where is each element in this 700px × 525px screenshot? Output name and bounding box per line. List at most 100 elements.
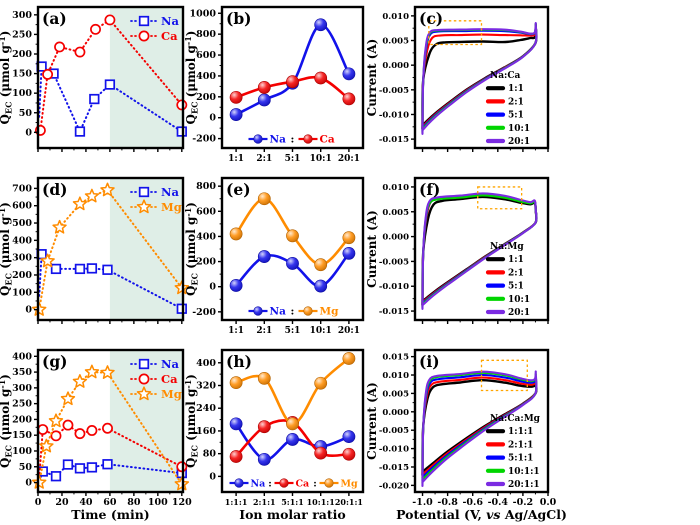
svg-text:0.005: 0.005 (382, 208, 409, 218)
svg-text:50: 50 (19, 462, 33, 473)
svg-text:2:1:1: 2:1:1 (253, 497, 276, 507)
svg-text:600: 600 (12, 201, 32, 212)
svg-text:Na: Na (161, 357, 180, 371)
shade-region (109, 178, 183, 320)
svg-text:120: 120 (172, 497, 192, 508)
svg-text:300: 300 (12, 10, 32, 21)
legend: Na: Mg (248, 306, 339, 318)
series-Mg-markers (31, 182, 190, 316)
svg-text:300: 300 (12, 253, 32, 264)
svg-text:-200: -200 (192, 134, 216, 145)
svg-text:Ca: Ca (161, 372, 178, 386)
svg-text:10:1:1: 10:1:1 (307, 497, 335, 507)
svg-text:0.000: 0.000 (382, 61, 409, 71)
panel-tag: (h) (226, 352, 252, 371)
y-axis-title: QEC (μmol g-1) (183, 374, 199, 468)
svg-text:1:1:1: 1:1:1 (508, 427, 533, 437)
svg-text:-0.015: -0.015 (379, 463, 409, 473)
legend: Na:Ca:Mg 1:1:1 2:1:1 5:1:1 10:1:1 20:1:1 (485, 414, 541, 490)
svg-text:20:1:1: 20:1:1 (335, 497, 363, 507)
svg-text:-0.015: -0.015 (379, 135, 409, 145)
svg-text:600: 600 (196, 206, 216, 217)
highlight-box (480, 359, 528, 392)
svg-text:-200: -200 (192, 307, 216, 318)
svg-text:0.0: 0.0 (540, 497, 557, 508)
svg-text::: : (268, 479, 272, 490)
svg-text:2:1:1: 2:1:1 (508, 440, 533, 450)
svg-text:40: 40 (79, 497, 93, 508)
svg-text:0.000: 0.000 (382, 408, 409, 418)
svg-text:250: 250 (12, 29, 32, 40)
svg-text:2:1: 2:1 (508, 97, 524, 107)
svg-text:20:1: 20:1 (508, 137, 530, 147)
svg-text:5:1: 5:1 (285, 326, 301, 336)
svg-text:0: 0 (25, 478, 32, 489)
svg-text:800: 800 (196, 181, 216, 192)
svg-text:-0.6: -0.6 (462, 497, 483, 508)
svg-text:Mg: Mg (341, 479, 359, 490)
svg-text:320: 320 (196, 381, 216, 392)
panel-tag: (d) (42, 180, 68, 199)
panel-tag: (b) (226, 9, 252, 28)
svg-text:200: 200 (12, 414, 32, 425)
svg-text:Na:Ca:Mg: Na:Ca:Mg (490, 414, 541, 424)
svg-text:5:1:1: 5:1:1 (508, 454, 533, 464)
svg-text:0: 0 (35, 497, 42, 508)
svg-text:350: 350 (12, 367, 32, 378)
svg-text:60: 60 (103, 497, 117, 508)
svg-text:0: 0 (209, 471, 216, 482)
svg-text:20:1: 20:1 (338, 154, 360, 164)
svg-text:20:1: 20:1 (338, 326, 360, 336)
y-axis-title: Current (A) (365, 382, 379, 460)
panel-g: 0 50 100 150 200 250 300 350 400 0 20 40 60 80 100 120 Q… (0, 348, 192, 522)
axes: 0 100 200 300 400 500 600 700 (12, 176, 185, 324)
panel-tag: (g) (42, 352, 68, 371)
svg-text:200: 200 (12, 270, 32, 281)
cv-curve-2:1:1 (421, 376, 538, 479)
svg-text:0: 0 (25, 305, 32, 316)
panel-tag: (c) (419, 9, 443, 28)
svg-text:-0.8: -0.8 (437, 497, 458, 508)
panel-i: 0.015 0.010 0.005 0.000 -0.005 -0.010 -0.015 -0… (365, 348, 567, 522)
series-layer (421, 192, 538, 310)
svg-text:400: 400 (12, 351, 32, 362)
y-axis-title: QEC (μmol g-1) (183, 202, 199, 296)
panel-e: -200 0 200 400 600 800 1:1 2:1 5:1 10:1 20:1 QEC (μ… (183, 176, 365, 336)
svg-text:Na:Mg: Na:Mg (490, 242, 524, 252)
svg-text:5:1: 5:1 (285, 154, 301, 164)
legend: Na:Ca 1:1 2:1 5:1 10:1 20:1 (485, 71, 530, 147)
panel-c: 0.010 0.005 0.000 -0.005 -0.010 -0.015 Current… (365, 5, 550, 152)
svg-text:Na: Na (270, 306, 287, 318)
svg-text:400: 400 (196, 358, 216, 369)
svg-text:5:1: 5:1 (508, 111, 524, 121)
series-Mg-markers (229, 192, 356, 272)
axes: 0 50 100 150 200 250 300 350 400 0 20 40 60 80 100 120 (12, 348, 192, 508)
svg-text:1:1: 1:1 (228, 154, 244, 164)
svg-text:80: 80 (127, 497, 141, 508)
cv-curve-20:1 (421, 22, 538, 135)
cv-curve-20:1 (421, 192, 538, 310)
svg-text:2:1: 2:1 (508, 268, 524, 278)
svg-text:200: 200 (196, 257, 216, 268)
highlight-box (428, 20, 483, 46)
svg-text:1:1:1: 1:1:1 (225, 497, 248, 507)
svg-text:600: 600 (196, 50, 216, 61)
svg-text:250: 250 (12, 399, 32, 410)
svg-text:0.000: 0.000 (382, 233, 409, 243)
svg-text:-0.010: -0.010 (379, 282, 409, 292)
panel-tag: (e) (226, 180, 251, 199)
svg-text:Na:Ca: Na:Ca (490, 71, 521, 81)
svg-text:700: 700 (12, 183, 32, 194)
svg-text:-0.005: -0.005 (379, 257, 409, 267)
svg-text:-0.4: -0.4 (488, 497, 509, 508)
axes: -200 0 200 400 600 800 1:1 2:1 5:1 10:1 20:1 (192, 176, 365, 336)
svg-text:-0.010: -0.010 (379, 110, 409, 120)
svg-text:Na: Na (270, 134, 287, 146)
series-layer (421, 370, 538, 488)
axes: -200 0 200 400 600 800 1000 1:1 2:1 5:1 10:1 20:1 (190, 5, 365, 164)
svg-text:Ca: Ca (320, 134, 335, 146)
svg-text:200: 200 (196, 92, 216, 103)
svg-text:800: 800 (196, 29, 216, 40)
